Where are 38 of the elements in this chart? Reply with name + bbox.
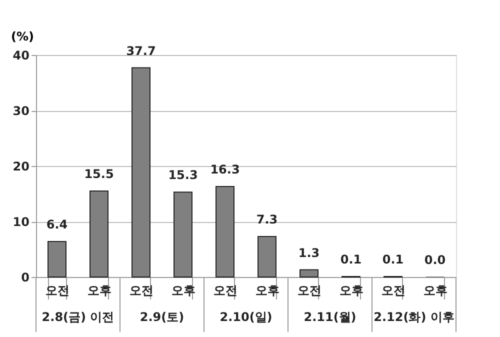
data-label: 0.0 xyxy=(424,253,446,267)
data-label: 0.1 xyxy=(340,252,362,266)
x-tick-label: 오전 xyxy=(298,284,322,298)
text: 2.11(월) xyxy=(304,310,356,324)
data-label: 16.3 xyxy=(210,162,240,177)
y-tick-label: 30 xyxy=(12,104,30,118)
x-tick-label: 오후 xyxy=(424,284,448,298)
bar xyxy=(90,190,108,278)
y-tick-label: 40 xyxy=(12,48,30,62)
bar xyxy=(48,240,66,278)
x-tick-label: 오전 xyxy=(382,284,406,298)
x-tick-label: 오후 xyxy=(340,284,364,298)
text: 2.9(토) xyxy=(140,310,184,324)
bar xyxy=(258,236,276,278)
data-label: 15.5 xyxy=(84,166,114,181)
x-tick-label: 오후 xyxy=(88,284,112,298)
x-tick-label: 오후 xyxy=(256,284,280,298)
x-tick-label: 오전 xyxy=(46,284,70,298)
y-tick-label: 10 xyxy=(12,215,30,229)
data-label: 6.4 xyxy=(46,217,68,232)
y-tick-label: 20 xyxy=(12,160,30,174)
text: 2.12(화) 이후 xyxy=(374,310,454,324)
x-tick-label: 오전 xyxy=(130,284,154,298)
text: 2.10(일) xyxy=(220,310,272,324)
bar xyxy=(216,186,234,278)
data-label: 7.3 xyxy=(256,212,278,226)
y-axis-title: (%) xyxy=(11,30,34,44)
bar xyxy=(132,67,150,278)
data-label: 15.3 xyxy=(168,168,198,182)
data-label: 1.3 xyxy=(298,246,320,260)
data-label: 0.1 xyxy=(382,252,404,266)
y-tick-label: 0 xyxy=(21,270,30,284)
x-tick-label: 오전 xyxy=(214,284,238,298)
bar xyxy=(300,269,318,278)
x-tick-label: 오후 xyxy=(172,284,196,298)
data-label: 37.7 xyxy=(126,44,156,58)
text: 2.8(금) 이전 xyxy=(42,310,114,324)
bar xyxy=(174,192,192,278)
